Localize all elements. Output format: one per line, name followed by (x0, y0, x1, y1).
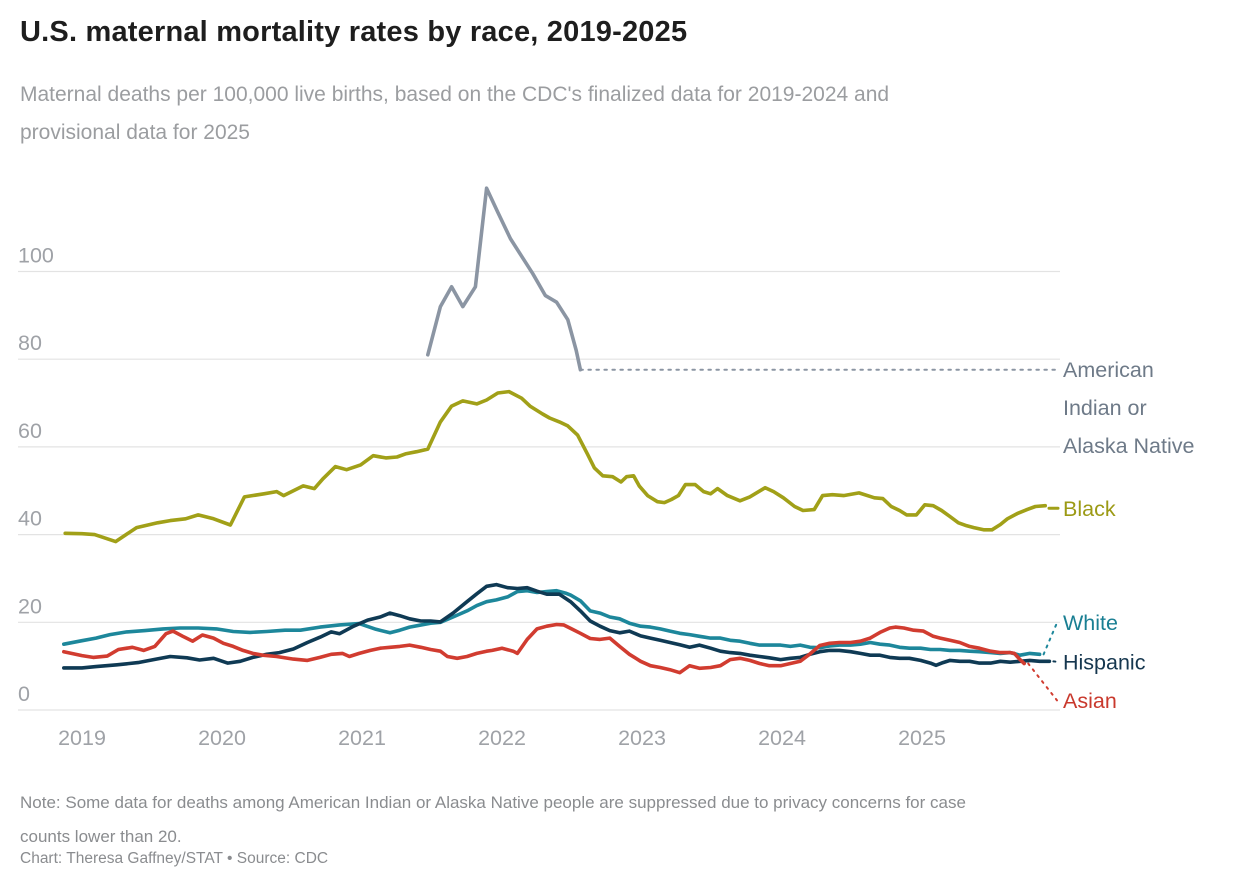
series-label-hispanic: Hispanic (1063, 650, 1146, 674)
series-label-black: Black (1063, 497, 1116, 521)
chart-note: Note: Some data for deaths among America… (20, 786, 1220, 854)
x-tick-label: 2025 (898, 726, 946, 750)
line-hispanic (62, 582, 1052, 670)
series-lines (62, 186, 1060, 702)
line-asian (62, 622, 1026, 675)
x-tick-label: 2024 (758, 726, 806, 750)
x-tick-label: 2023 (618, 726, 666, 750)
line-black (63, 389, 1047, 544)
line-american-indian-or-alaska-native (426, 186, 583, 372)
chart-credit: Chart: Theresa Gaffney/STAT • Source: CD… (20, 850, 329, 867)
chart-note-line1: Note: Some data for deaths among America… (20, 793, 966, 812)
chart-subtitle-line2: provisional data for 2025 (20, 121, 250, 144)
axis-tick-labels: 0 20 40 60 80 100 2019 2020 2021 2022 2023 2024 2025 (18, 244, 946, 751)
chart-subtitle-line1: Maternal deaths per 100,000 live births,… (20, 83, 890, 106)
y-tick-label: 60 (18, 419, 42, 443)
chart-subtitle: Maternal deaths per 100,000 live births,… (20, 76, 1200, 152)
x-tick-label: 2020 (198, 726, 246, 750)
series-label-white: White (1063, 611, 1118, 635)
series-label-asian: Asian (1063, 689, 1117, 713)
label-leader-asian (1027, 662, 1058, 702)
x-tick-label: 2021 (338, 726, 386, 750)
chart-note-line2: counts lower than 20. (20, 827, 182, 846)
y-tick-label: 20 (18, 594, 42, 618)
line-white (62, 588, 1042, 657)
x-tick-label: 2022 (478, 726, 526, 750)
gridlines (18, 270, 1060, 711)
y-tick-label: 40 (18, 507, 42, 531)
y-tick-label: 0 (18, 682, 30, 706)
y-tick-label: 80 (18, 331, 42, 355)
x-tick-label: 2019 (58, 726, 106, 750)
label-leader-white (1042, 621, 1058, 656)
series-label-american-indian-or-alaska-native: American Indian or Alaska Native (1063, 358, 1194, 458)
y-tick-label: 100 (18, 244, 54, 268)
chart-title: U.S. maternal mortality rates by race, 2… (20, 16, 688, 48)
